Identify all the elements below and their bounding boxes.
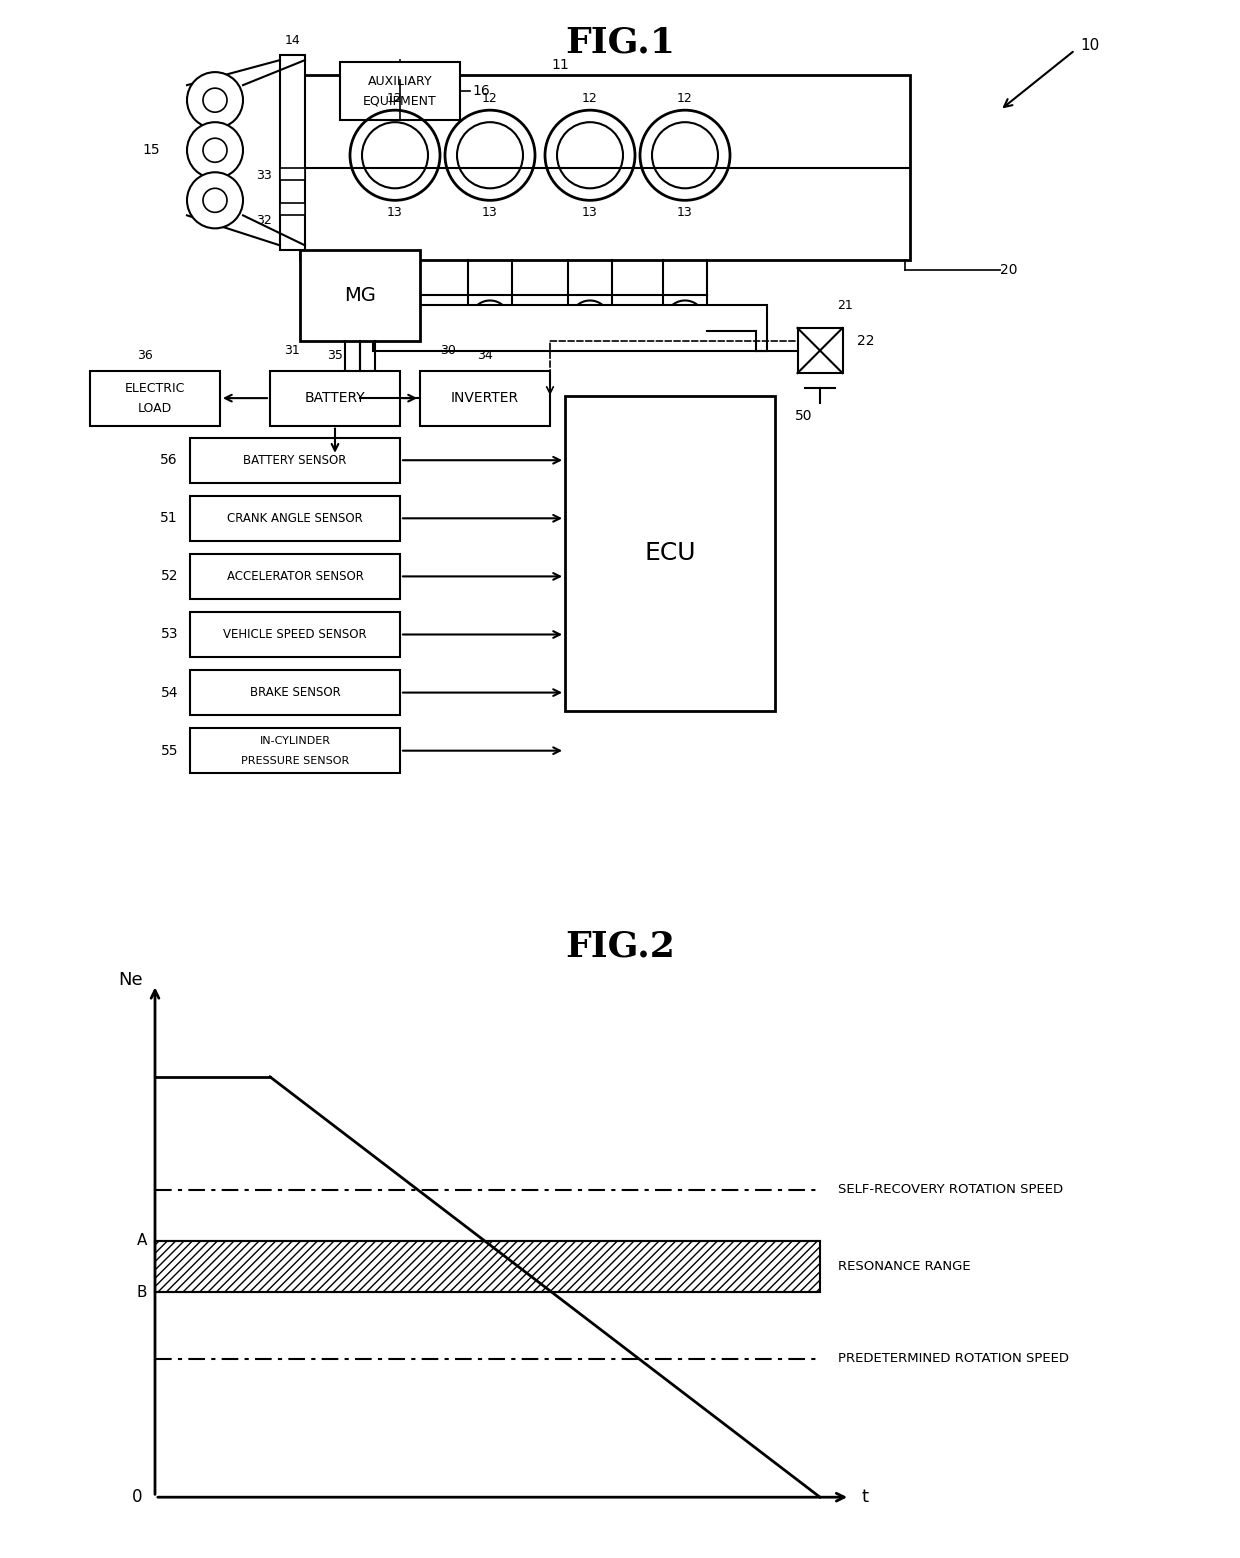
Text: B: B	[136, 1285, 148, 1299]
Text: 51: 51	[160, 511, 179, 525]
Text: ACCELERATOR SENSOR: ACCELERATOR SENSOR	[227, 570, 363, 583]
Text: 14: 14	[285, 34, 300, 47]
Circle shape	[203, 139, 227, 162]
Bar	[373, 305, 768, 351]
Bar	[190, 438, 401, 483]
Text: 12: 12	[387, 92, 403, 104]
Circle shape	[187, 72, 243, 128]
Text: 53: 53	[160, 628, 179, 642]
Text: A: A	[136, 1234, 148, 1248]
Bar	[300, 75, 910, 260]
Circle shape	[203, 189, 227, 212]
Circle shape	[187, 173, 243, 229]
Bar	[91, 371, 219, 425]
Text: BATTERY SENSOR: BATTERY SENSOR	[243, 453, 347, 467]
Text: 33: 33	[257, 168, 272, 182]
Text: 13: 13	[677, 206, 693, 218]
Text: ELECTRIC: ELECTRIC	[125, 382, 185, 394]
Text: 31: 31	[284, 344, 300, 357]
Text: 34: 34	[477, 349, 492, 361]
Bar	[340, 62, 460, 120]
Text: 54: 54	[160, 686, 179, 700]
Bar	[797, 329, 842, 372]
Text: 13: 13	[582, 206, 598, 218]
Text: 15: 15	[143, 143, 160, 157]
Text: 16: 16	[472, 84, 490, 98]
Text: 50: 50	[795, 408, 812, 422]
Bar	[190, 728, 401, 773]
Text: FIG.1: FIG.1	[565, 25, 675, 59]
Text: PRESSURE SENSOR: PRESSURE SENSOR	[241, 756, 350, 765]
Text: LOAD: LOAD	[138, 402, 172, 414]
Bar	[280, 168, 305, 181]
Polygon shape	[155, 1240, 820, 1292]
Text: 56: 56	[160, 453, 179, 467]
Text: BRAKE SENSOR: BRAKE SENSOR	[249, 686, 340, 700]
Text: MG: MG	[343, 287, 376, 305]
Text: 20: 20	[999, 263, 1018, 277]
Text: 55: 55	[160, 743, 179, 757]
Text: t: t	[862, 1488, 868, 1507]
Text: 22: 22	[858, 333, 875, 347]
Text: INVERTER: INVERTER	[451, 391, 520, 405]
Text: Ne: Ne	[118, 971, 143, 988]
Text: AUXILIARY: AUXILIARY	[368, 75, 433, 87]
Text: FIG.2: FIG.2	[565, 929, 675, 963]
Text: 52: 52	[160, 569, 179, 583]
Bar	[190, 670, 401, 715]
Circle shape	[187, 122, 243, 178]
Bar	[300, 251, 420, 341]
Text: ECU: ECU	[645, 541, 696, 566]
Text: VEHICLE SPEED SENSOR: VEHICLE SPEED SENSOR	[223, 628, 367, 640]
Text: 12: 12	[677, 92, 693, 104]
Text: 13: 13	[387, 206, 403, 218]
Text: SELF-RECOVERY ROTATION SPEED: SELF-RECOVERY ROTATION SPEED	[838, 1183, 1063, 1197]
Text: 11: 11	[551, 58, 569, 72]
Bar	[280, 204, 305, 215]
Text: 30: 30	[440, 344, 456, 357]
Text: 21: 21	[837, 299, 853, 312]
Text: 12: 12	[582, 92, 598, 104]
Text: 36: 36	[138, 349, 153, 361]
Bar	[190, 612, 401, 657]
Circle shape	[203, 89, 227, 112]
Text: PREDETERMINED ROTATION SPEED: PREDETERMINED ROTATION SPEED	[838, 1352, 1069, 1365]
Text: EQUIPMENT: EQUIPMENT	[363, 95, 436, 108]
Bar	[190, 495, 401, 541]
Text: BATTERY: BATTERY	[305, 391, 366, 405]
Text: 0: 0	[131, 1488, 143, 1507]
Bar	[270, 371, 401, 425]
Bar	[190, 555, 401, 598]
Text: RESONANCE RANGE: RESONANCE RANGE	[838, 1260, 971, 1273]
Text: IN-CYLINDER: IN-CYLINDER	[259, 735, 331, 746]
Text: 32: 32	[257, 213, 272, 227]
Text: 13: 13	[482, 206, 498, 218]
Text: 10: 10	[1080, 37, 1099, 53]
Text: 35: 35	[327, 349, 343, 361]
Text: CRANK ANGLE SENSOR: CRANK ANGLE SENSOR	[227, 513, 363, 525]
Bar	[280, 55, 305, 251]
Bar	[420, 371, 551, 425]
Text: 12: 12	[482, 92, 498, 104]
Bar	[565, 396, 775, 710]
